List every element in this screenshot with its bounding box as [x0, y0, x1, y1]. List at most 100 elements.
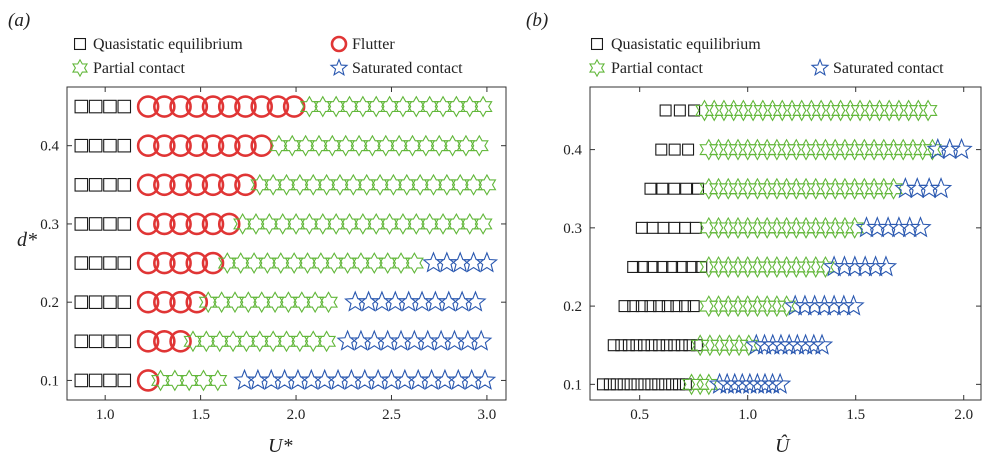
hexagram-marker	[165, 369, 185, 392]
hexagram-marker	[777, 255, 797, 278]
marks-b	[596, 99, 973, 396]
square-marker	[117, 256, 132, 270]
hexagram-marker	[729, 334, 749, 357]
hexagram-marker	[296, 134, 316, 157]
circle-marker	[169, 134, 192, 157]
star-marker	[874, 255, 898, 277]
circle-marker	[185, 134, 209, 157]
hexagram-marker	[854, 138, 874, 161]
hexagram-marker	[318, 291, 339, 314]
square-marker	[88, 295, 103, 309]
y-tick-label: 0.3	[563, 221, 582, 237]
square-marker	[103, 373, 117, 388]
hexagram-marker	[343, 173, 363, 196]
hexagram-marker	[815, 216, 835, 239]
hexagram-marker	[709, 255, 729, 278]
circle-marker	[169, 95, 192, 118]
hexagram-marker	[397, 173, 417, 196]
hexagram-marker	[806, 255, 826, 278]
hexagram-marker	[423, 173, 443, 196]
star-marker	[810, 333, 834, 355]
hexagram-marker	[339, 212, 360, 235]
square-marker	[103, 295, 117, 309]
square-marker	[117, 99, 132, 114]
y-tick-label: 0.1	[40, 373, 59, 389]
marks-a	[74, 95, 499, 392]
circle-marker	[153, 173, 176, 197]
hexagram-marker	[786, 216, 806, 239]
hexagram-marker	[738, 177, 758, 200]
star-marker	[793, 294, 817, 316]
square-marker	[117, 217, 132, 231]
x-tick-label: 2.0	[287, 407, 306, 423]
hexagram-marker	[265, 291, 285, 314]
square-marker	[74, 217, 89, 231]
star-marker	[887, 216, 911, 238]
hexagram-marker	[406, 95, 426, 118]
hexagram-marker	[366, 95, 386, 118]
hexagram-marker	[718, 138, 738, 161]
hexagram-marker	[366, 212, 386, 235]
hexagram-marker	[338, 252, 358, 275]
hexagram-marker	[883, 177, 904, 200]
plot-area-b	[589, 86, 982, 401]
ticks-a: 1.0 1.5 2.0 2.5 3.0 0.1 0.2 0.3 0.4	[40, 87, 506, 423]
hexagram-marker	[212, 291, 232, 314]
hexagram-marker	[263, 330, 283, 353]
hexagram-marker	[908, 99, 928, 122]
circle-marker	[185, 251, 209, 275]
plot-area-a	[66, 86, 507, 401]
legend-star-icon	[329, 58, 349, 77]
x-tick-label: 1.0	[96, 407, 115, 423]
square-marker	[617, 378, 630, 391]
star-marker	[802, 333, 825, 355]
hexagram-marker	[772, 99, 792, 122]
hexagram-marker	[353, 212, 373, 235]
square-marker	[668, 221, 681, 234]
square-marker	[656, 182, 669, 195]
hexagram-marker	[796, 255, 816, 278]
hexagram-marker	[429, 134, 449, 157]
hexagram-marker	[420, 212, 440, 235]
hexagram-marker	[309, 134, 329, 157]
circle-marker	[136, 290, 160, 314]
star-marker	[855, 216, 878, 238]
legend-b-quasistatic-label: Quasistatic equilibrium	[611, 36, 761, 53]
x-tick-label: 3.0	[478, 407, 497, 423]
legend-b-saturated-marker	[810, 58, 830, 77]
circle-marker	[185, 290, 209, 314]
star-marker	[473, 368, 497, 390]
star-marker	[898, 216, 921, 238]
hexagram-marker	[378, 252, 398, 275]
circle-marker	[153, 290, 176, 314]
square-marker	[74, 256, 89, 270]
hexagram-marker	[433, 95, 453, 118]
hexagram-marker	[273, 212, 293, 235]
hexagram-marker	[747, 138, 767, 161]
hexagram-marker	[433, 212, 453, 235]
series-quasistatic-equilibrium	[596, 104, 708, 391]
hexagram-marker	[231, 252, 251, 275]
square-marker	[638, 378, 651, 391]
square-marker	[103, 178, 117, 192]
hexagram-marker	[357, 173, 377, 196]
hexagram-marker	[883, 138, 904, 161]
hexagram-marker	[317, 330, 337, 353]
hexagram-marker	[718, 216, 738, 239]
ticks-b: 0.5 1.0 1.5 2.0 0.1 0.2 0.3 0.4	[563, 87, 981, 423]
circle-marker	[169, 212, 192, 236]
legend-a-partial-label: Partial contact	[93, 60, 186, 77]
hexagram-marker	[299, 95, 319, 118]
star-marker	[876, 216, 900, 238]
legend-star-icon	[810, 58, 830, 77]
square-marker	[607, 339, 620, 352]
square-marker	[103, 99, 117, 114]
hexagram-marker	[903, 138, 923, 161]
circle-marker	[201, 251, 225, 275]
square-marker	[679, 221, 692, 234]
circle-marker	[201, 212, 225, 236]
hexagram-marker	[376, 134, 396, 157]
y-tick-label: 0.2	[40, 295, 59, 311]
star-marker	[843, 255, 866, 277]
